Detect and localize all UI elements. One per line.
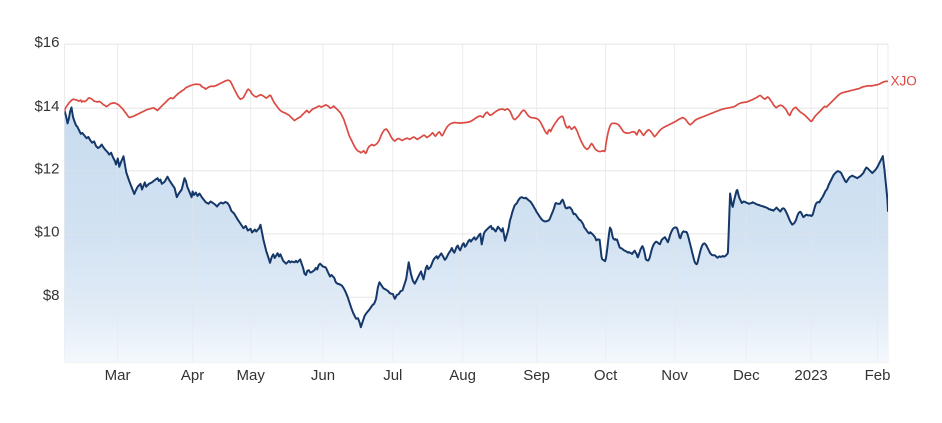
svg-text:Dec: Dec	[733, 367, 760, 384]
svg-text:Mar: Mar	[105, 367, 131, 384]
svg-text:Sep: Sep	[523, 367, 550, 384]
svg-text:$8: $8	[43, 287, 60, 304]
svg-text:$10: $10	[34, 224, 59, 241]
svg-text:2023: 2023	[794, 367, 827, 384]
svg-text:Jul: Jul	[383, 367, 402, 384]
svg-text:$14: $14	[34, 98, 59, 115]
svg-text:Oct: Oct	[594, 367, 618, 384]
svg-text:Aug: Aug	[449, 367, 476, 384]
svg-text:XJO: XJO	[891, 74, 917, 89]
svg-text:Jun: Jun	[311, 367, 335, 384]
svg-text:$16: $16	[34, 34, 59, 51]
svg-text:May: May	[237, 367, 266, 384]
svg-text:Apr: Apr	[181, 367, 204, 384]
svg-text:$12: $12	[34, 160, 59, 177]
svg-text:Feb: Feb	[865, 367, 891, 384]
svg-text:Nov: Nov	[661, 367, 688, 384]
